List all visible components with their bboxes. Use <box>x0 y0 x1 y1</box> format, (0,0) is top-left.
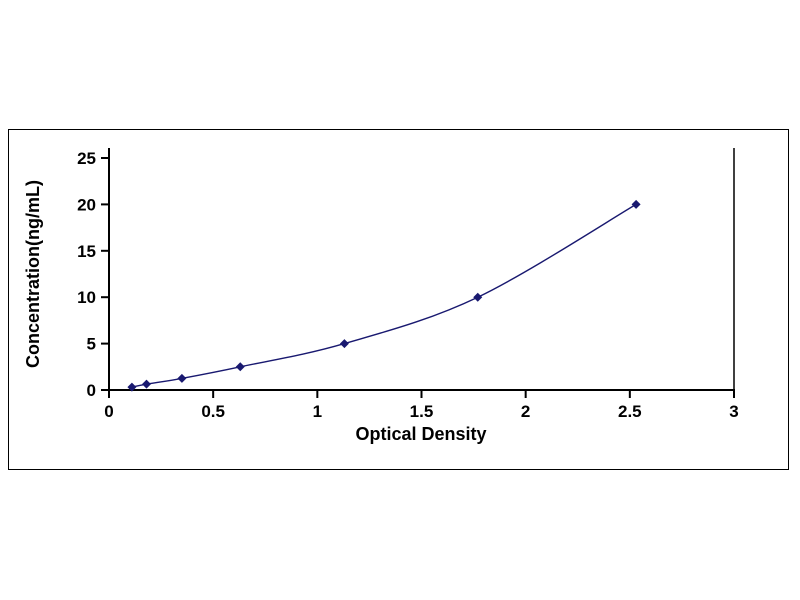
x-tick-label: 0 <box>104 402 113 421</box>
data-point-marker <box>339 339 349 349</box>
y-tick-label: 0 <box>87 381 96 400</box>
chart-frame: 0 5 10 15 20 25 0 0.5 1 1.5 2 2.5 3 Optical Density … <box>8 129 789 470</box>
y-tick-label: 20 <box>77 195 96 214</box>
x-tick-label: 2.5 <box>618 402 642 421</box>
data-point-marker <box>473 292 483 302</box>
y-tick-label: 25 <box>77 149 96 168</box>
y-tick-label: 15 <box>77 242 96 261</box>
x-axis-title: Optical Density <box>355 424 486 444</box>
data-point-marker <box>177 373 187 383</box>
plot-generated-layer: 0 5 10 15 20 25 0 0.5 1 1.5 2 2.5 3 <box>77 148 739 421</box>
data-point-marker <box>235 362 245 372</box>
x-tick-label: 3 <box>729 402 738 421</box>
standard-curve-path <box>131 203 637 388</box>
y-tick-label: 10 <box>77 288 96 307</box>
x-tick-label: 2 <box>521 402 530 421</box>
data-point-marker <box>142 379 151 389</box>
x-tick-label: 0.5 <box>201 402 225 421</box>
y-axis-title: Concentration(ng/mL) <box>23 180 43 368</box>
x-tick-label: 1 <box>313 402 322 421</box>
y-tick-label: 5 <box>87 335 96 354</box>
x-tick-label: 1.5 <box>410 402 434 421</box>
data-point-marker <box>631 199 641 209</box>
